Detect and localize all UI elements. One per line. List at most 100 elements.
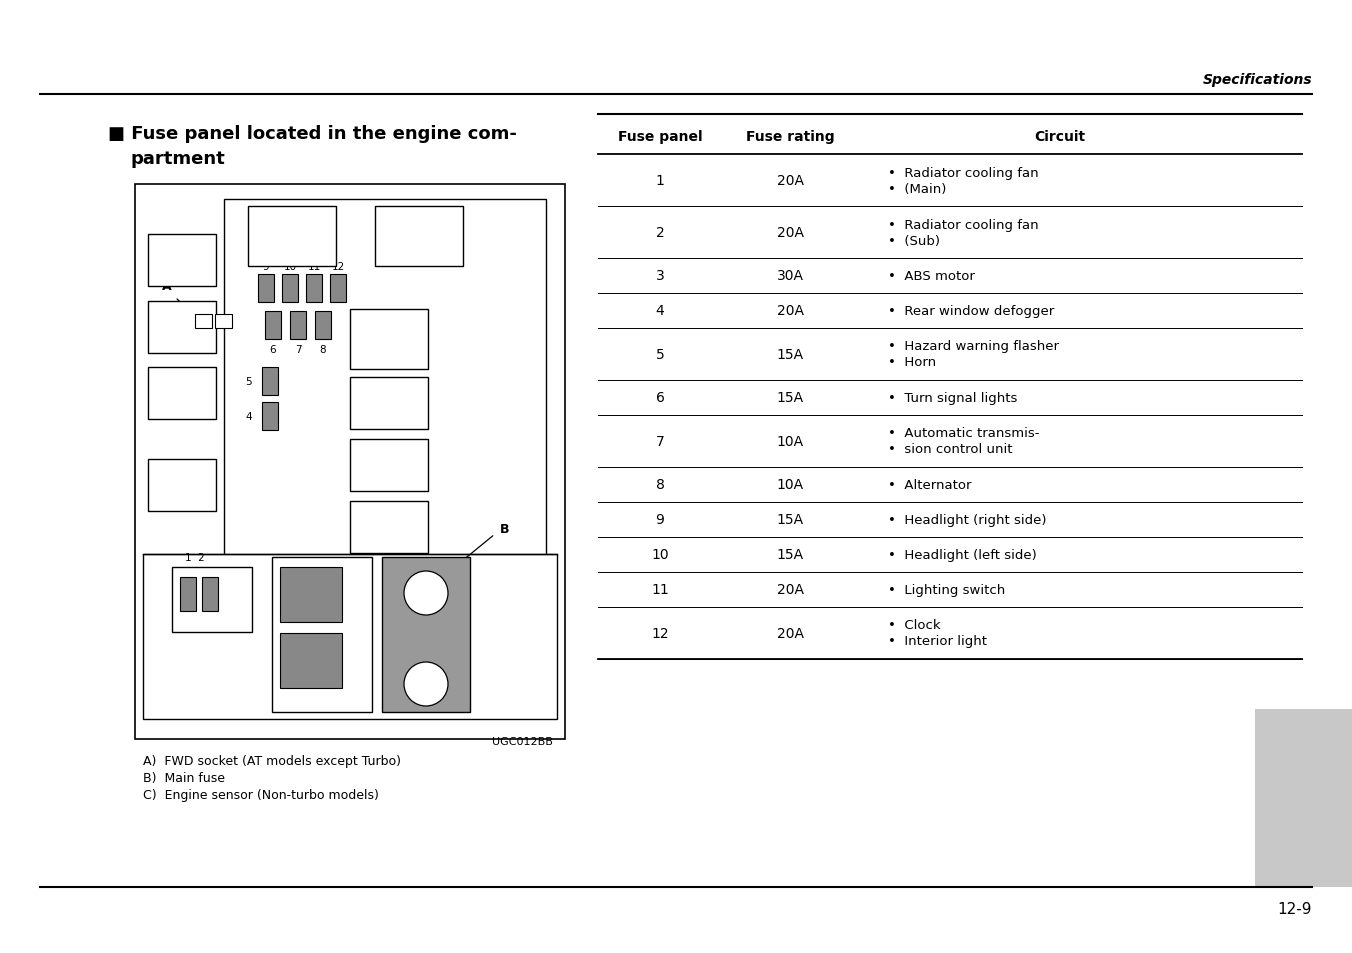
Text: •  sion control unit: • sion control unit	[888, 443, 1013, 456]
Text: 20A: 20A	[776, 583, 803, 597]
Text: 12-9: 12-9	[1278, 902, 1311, 917]
Text: •  Headlight (left side): • Headlight (left side)	[888, 548, 1037, 561]
Text: •  Automatic transmis-: • Automatic transmis-	[888, 427, 1040, 440]
Text: 20A: 20A	[776, 626, 803, 640]
Bar	[315, 312, 331, 339]
Bar	[306, 274, 322, 303]
Text: 20A: 20A	[776, 226, 803, 240]
Text: 5: 5	[656, 348, 664, 361]
Bar	[280, 634, 342, 688]
Text: A)  FWD socket (AT models except Turbo): A) FWD socket (AT models except Turbo)	[143, 754, 402, 767]
Bar	[289, 312, 306, 339]
Bar	[350, 439, 429, 492]
Text: Specifications: Specifications	[1202, 73, 1311, 87]
Bar	[143, 555, 557, 720]
Text: 9: 9	[656, 513, 664, 527]
Text: 15A: 15A	[776, 513, 803, 527]
Bar	[375, 207, 462, 267]
Bar	[215, 314, 233, 329]
Text: •  Hazard warning flasher: • Hazard warning flasher	[888, 340, 1059, 354]
Bar	[272, 558, 372, 712]
Text: •  Radiator cooling fan: • Radiator cooling fan	[888, 218, 1038, 232]
Text: B: B	[500, 523, 510, 536]
Text: •  Headlight (right side): • Headlight (right side)	[888, 514, 1046, 526]
Text: B)  Main fuse: B) Main fuse	[143, 771, 224, 784]
Text: 1: 1	[656, 173, 664, 188]
Bar	[350, 377, 429, 430]
Text: Fuse panel: Fuse panel	[618, 130, 702, 144]
Bar	[262, 368, 279, 395]
Text: 11: 11	[307, 262, 320, 272]
Text: 20A: 20A	[776, 173, 803, 188]
Bar	[330, 274, 346, 303]
Text: 3: 3	[347, 588, 354, 598]
Text: •  Clock: • Clock	[888, 618, 941, 632]
Bar	[147, 234, 216, 287]
Bar	[383, 558, 470, 712]
Bar	[201, 578, 218, 612]
Text: 8: 8	[656, 478, 664, 492]
Text: 6: 6	[269, 345, 276, 355]
Text: UGC012BB: UGC012BB	[492, 737, 553, 746]
Text: ■ Fuse panel located in the engine com-: ■ Fuse panel located in the engine com-	[108, 125, 516, 143]
Bar	[147, 459, 216, 512]
Text: Fuse rating: Fuse rating	[746, 130, 834, 144]
Text: 4: 4	[656, 304, 664, 318]
Text: partment: partment	[130, 150, 224, 168]
Text: 15A: 15A	[776, 548, 803, 562]
Bar	[280, 567, 342, 622]
Text: 5: 5	[245, 376, 251, 387]
Bar	[172, 567, 251, 633]
Text: 6: 6	[656, 391, 664, 405]
Text: Circuit: Circuit	[1034, 130, 1086, 144]
Text: •  Turn signal lights: • Turn signal lights	[888, 392, 1017, 405]
Text: •  Lighting switch: • Lighting switch	[888, 583, 1006, 597]
Text: 8: 8	[319, 345, 326, 355]
Text: 20A: 20A	[776, 304, 803, 318]
Circle shape	[404, 572, 448, 616]
Bar	[224, 200, 546, 615]
Text: •  Interior light: • Interior light	[888, 635, 987, 648]
Bar	[1255, 709, 1352, 887]
Text: 15A: 15A	[776, 348, 803, 361]
Text: 12: 12	[331, 262, 345, 272]
Text: 10: 10	[652, 548, 669, 562]
Text: C)  Engine sensor (Non-turbo models): C) Engine sensor (Non-turbo models)	[143, 788, 379, 801]
Text: 7: 7	[295, 345, 301, 355]
Text: 9: 9	[262, 262, 269, 272]
Text: 12: 12	[652, 626, 669, 640]
Bar	[262, 402, 279, 431]
Text: 30A: 30A	[776, 269, 803, 283]
Text: •  (Main): • (Main)	[888, 182, 946, 195]
Bar	[135, 185, 565, 740]
Bar	[265, 312, 281, 339]
Text: C: C	[347, 655, 356, 664]
Text: •  Radiator cooling fan: • Radiator cooling fan	[888, 167, 1038, 179]
Bar	[180, 578, 196, 612]
Text: 3: 3	[656, 269, 664, 283]
Bar	[258, 274, 274, 303]
Text: 15A: 15A	[776, 391, 803, 405]
Text: •  Horn: • Horn	[888, 356, 936, 369]
Text: 1  2: 1 2	[185, 553, 206, 562]
Bar	[147, 368, 216, 419]
Text: 2: 2	[656, 226, 664, 240]
Text: 7: 7	[656, 435, 664, 449]
Text: 10: 10	[284, 262, 296, 272]
Bar	[283, 274, 297, 303]
Bar	[147, 302, 216, 354]
Circle shape	[404, 662, 448, 706]
Text: •  Rear window defogger: • Rear window defogger	[888, 305, 1055, 317]
Bar	[350, 501, 429, 554]
Text: •  Alternator: • Alternator	[888, 478, 972, 492]
Bar	[247, 207, 337, 267]
Text: 11: 11	[652, 583, 669, 597]
Text: 4: 4	[245, 412, 251, 421]
Text: 10A: 10A	[776, 435, 803, 449]
Text: A: A	[162, 280, 172, 294]
Bar	[195, 314, 212, 329]
Text: •  ABS motor: • ABS motor	[888, 270, 975, 283]
Text: 10A: 10A	[776, 478, 803, 492]
Text: •  (Sub): • (Sub)	[888, 234, 940, 247]
Bar	[350, 310, 429, 370]
